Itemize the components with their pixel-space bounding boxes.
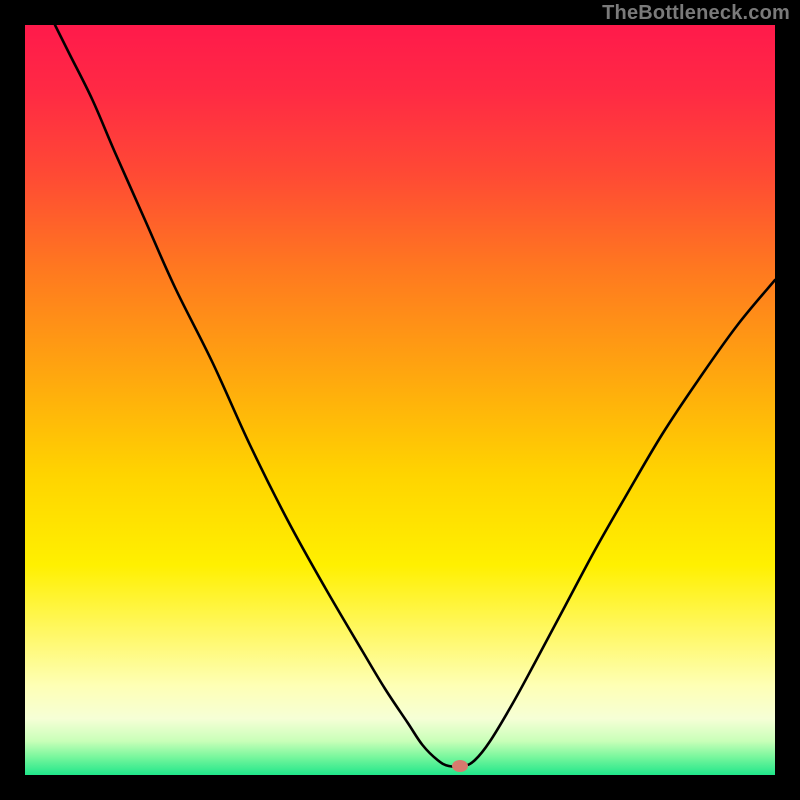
optimal-point-marker [452,760,468,772]
watermark-text: TheBottleneck.com [602,2,790,25]
plot-area [25,25,775,775]
gradient-background [25,25,775,775]
chart-frame: TheBottleneck.com [0,0,800,800]
chart-svg [25,25,775,775]
